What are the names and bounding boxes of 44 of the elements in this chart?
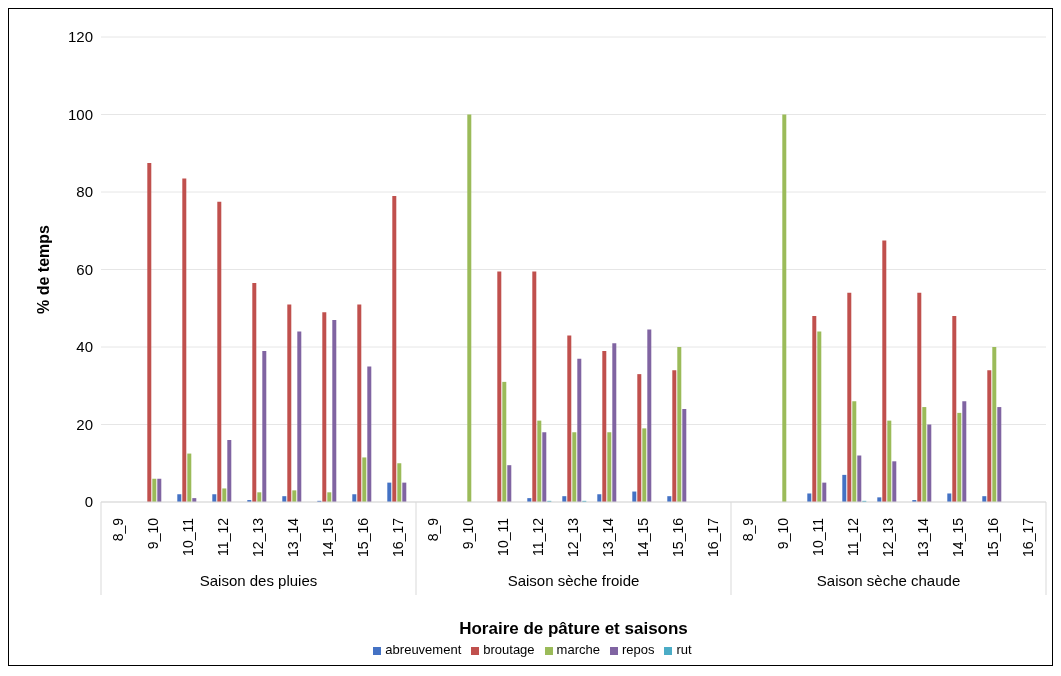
x-tick-label: 11_12 xyxy=(844,517,861,556)
x-tick-label: 15_16 xyxy=(984,517,1001,557)
legend-label: marche xyxy=(556,642,600,657)
x-tick-label: 14_15 xyxy=(634,517,651,557)
x-tick-label: 12_13 xyxy=(249,517,266,557)
y-axis-title: % de temps xyxy=(34,224,52,314)
x-tick-label: 16_17 xyxy=(389,517,406,557)
x-tick-label: 15_16 xyxy=(669,517,686,557)
x-tick-label: 9_10 xyxy=(459,517,476,550)
legend-label: broutage xyxy=(483,642,535,657)
y-tick-label: 40 xyxy=(76,338,93,356)
y-tick-label: 20 xyxy=(76,415,93,433)
x-tick-label: 16_17 xyxy=(704,517,721,557)
x-tick-label: 11_12 xyxy=(214,517,231,556)
text: Saison sèche chaude xyxy=(816,572,961,589)
legend-label: abreuvement xyxy=(385,642,462,657)
x-tick-label: 10_11 xyxy=(809,517,826,556)
x-tick-label: 12_13 xyxy=(564,517,581,557)
x-tick-label: 9_10 xyxy=(144,517,161,550)
x-tick-label: 12_13 xyxy=(879,517,896,557)
x-tick-label: 16_17 xyxy=(1019,517,1036,557)
y-tick-label: 100 xyxy=(67,105,93,123)
y-tick-label: 120 xyxy=(67,28,93,46)
legend-label: repos xyxy=(621,642,655,657)
y-tick-label: 60 xyxy=(76,260,93,278)
x-tick-label: 11_12 xyxy=(529,517,546,556)
x-tick-label: 10_11 xyxy=(179,517,196,556)
x-tick-label: 13_14 xyxy=(284,517,301,557)
x-tick-label: 14_15 xyxy=(319,517,336,557)
x-tick-label: 8_9 xyxy=(424,517,441,542)
y-tick-label: 80 xyxy=(76,183,93,201)
text: Saison des pluies xyxy=(199,572,318,589)
text: Saison sèche froide xyxy=(507,572,640,589)
x-tick-label: 9_10 xyxy=(774,517,791,550)
x-tick-label: 13_14 xyxy=(914,517,931,557)
x-tick-label: 8_9 xyxy=(109,517,126,542)
y-tick-label: 0 xyxy=(84,493,93,511)
x-tick-label: 13_14 xyxy=(599,517,616,557)
x-axis-title: Horaire de pâture et saisons xyxy=(459,619,688,638)
x-tick-label: 8_9 xyxy=(739,517,756,542)
x-tick-label: 15_16 xyxy=(354,517,371,557)
x-tick-label: 10_11 xyxy=(494,517,511,556)
legend-label: rut xyxy=(676,642,692,657)
x-tick-label: 14_15 xyxy=(949,517,966,557)
